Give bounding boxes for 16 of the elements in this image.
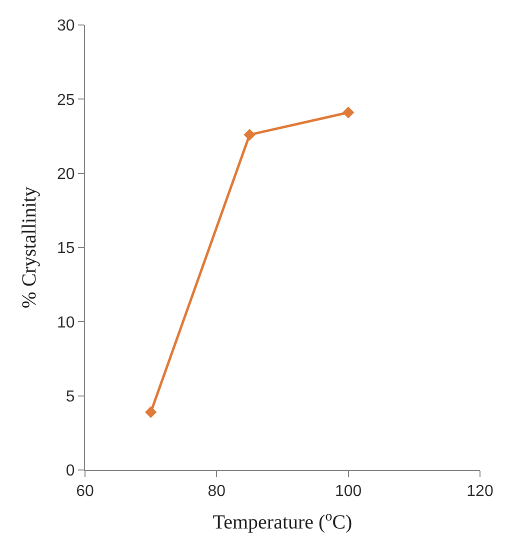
y-tick-label: 5 bbox=[66, 388, 75, 406]
point bbox=[342, 106, 354, 118]
y-tick-label: 20 bbox=[57, 166, 75, 183]
y-tick-label: 25 bbox=[57, 92, 75, 109]
y-tick-label: 10 bbox=[57, 314, 75, 332]
point bbox=[244, 128, 256, 141]
y-tick-label: 30 bbox=[57, 18, 75, 35]
y-axis-title: % Crystallinity bbox=[18, 186, 41, 308]
point bbox=[144, 406, 157, 418]
x-axis-title: Temperature ($^{o}$C) bbox=[212, 509, 352, 534]
x-tick-label: 100 bbox=[334, 483, 362, 500]
y-tick-label: 0 bbox=[66, 462, 75, 480]
x-tick-label: 60 bbox=[76, 483, 94, 500]
y-tick-label: 15 bbox=[57, 240, 75, 258]
x-tick-label: 80 bbox=[208, 483, 226, 500]
x-tick-label: 120 bbox=[466, 483, 494, 500]
